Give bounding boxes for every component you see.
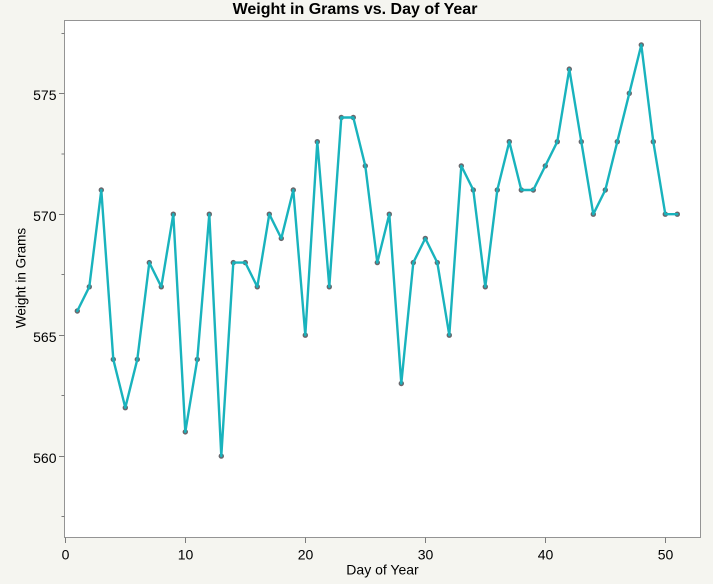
svg-text:Day of Year: Day of Year — [346, 562, 419, 578]
svg-text:Weight in Grams: Weight in Grams — [14, 228, 29, 329]
svg-text:0: 0 — [62, 546, 70, 562]
svg-text:50: 50 — [658, 546, 674, 562]
svg-text:Weight in Grams vs. Day of Yea: Weight in Grams vs. Day of Year — [233, 1, 478, 18]
svg-text:20: 20 — [298, 546, 314, 562]
svg-text:40: 40 — [538, 546, 554, 562]
svg-text:575: 575 — [33, 87, 57, 103]
svg-text:560: 560 — [33, 450, 57, 466]
svg-text:565: 565 — [33, 329, 57, 345]
svg-text:30: 30 — [418, 546, 434, 562]
svg-text:570: 570 — [33, 208, 57, 224]
svg-text:10: 10 — [178, 546, 194, 562]
